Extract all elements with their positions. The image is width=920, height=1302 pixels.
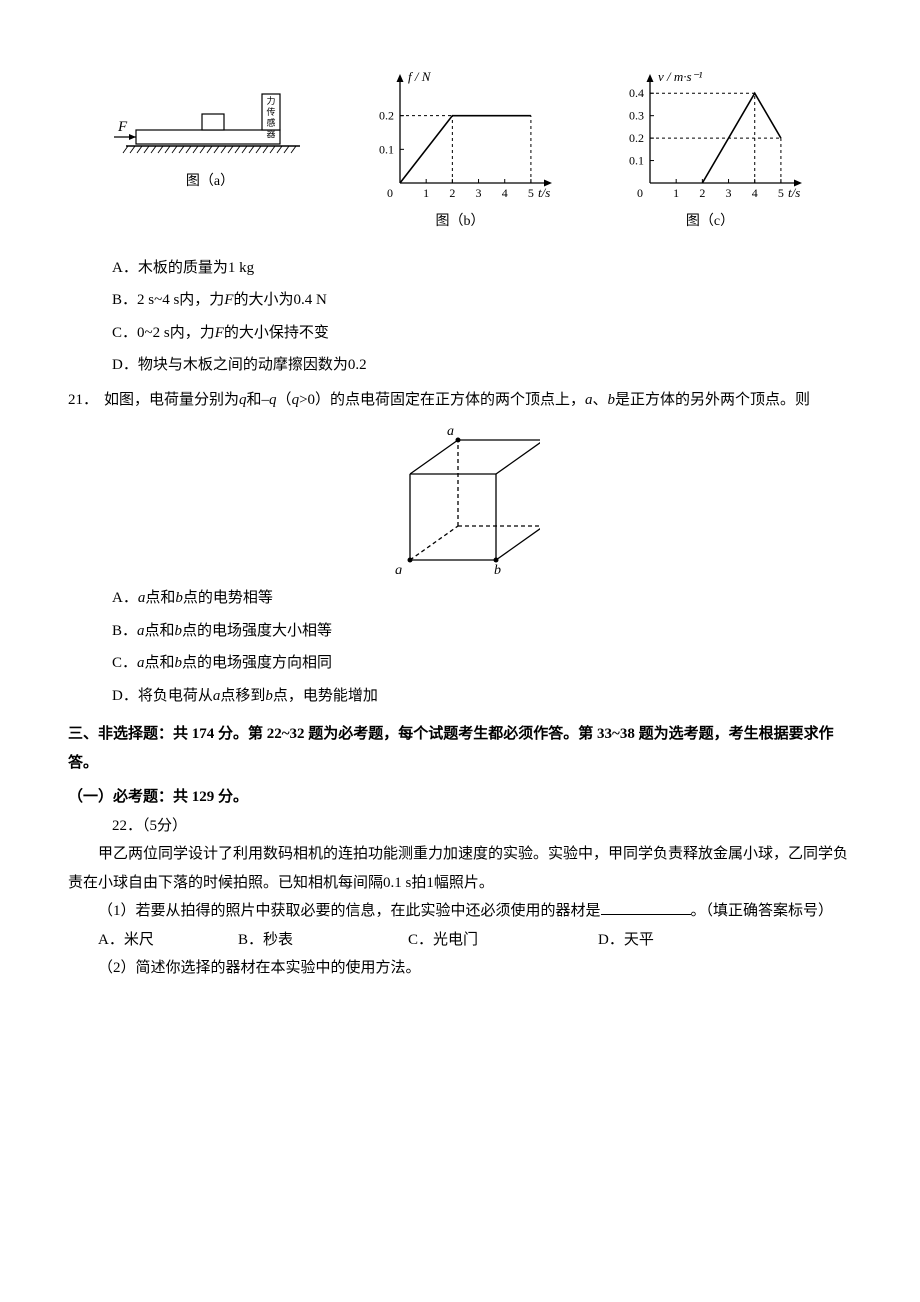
q20-opt-a: A．木板的质量为1 kg (112, 254, 852, 283)
svg-text:q: q (395, 563, 402, 574)
svg-text:感: 感 (266, 117, 275, 128)
q22-choice-c: C．光电门 (408, 926, 598, 955)
q22-choice-b: B．秒表 (238, 926, 408, 955)
svg-text:传: 传 (266, 106, 275, 117)
q21-options: A．a点和b点的电势相等 B．a点和b点的电场强度大小相等 C．a点和b点的电场… (68, 584, 852, 710)
q20-opt-b: B．2 s~4 s内，力F的大小为0.4 N (112, 286, 852, 315)
q20-opt-d: D．物块与木板之间的动摩擦因数为0.2 (112, 351, 852, 380)
q22-number-line: 22．（5分） (68, 812, 852, 841)
q22-q1-pre: （1）若要从拍得的照片中获取必要的信息，在此实验中还必须使用的器材是 (98, 903, 601, 919)
svg-text:v / m·s⁻¹: v / m·s⁻¹ (658, 69, 702, 84)
fig-a-caption: 图（a） (186, 169, 234, 196)
figure-b-svg: 0 1 2 3 4 5 0.1 0.2 f / N t/s (360, 60, 560, 205)
fig-b-caption: 图（b） (436, 209, 485, 236)
svg-text:5: 5 (528, 186, 534, 200)
svg-text:F: F (117, 119, 128, 135)
svg-text:f / N: f / N (408, 69, 432, 84)
q21-opt-b: B．a点和b点的电场强度大小相等 (112, 617, 852, 646)
svg-text:t/s: t/s (788, 185, 800, 200)
svg-text:4: 4 (752, 186, 758, 200)
q22-p1: 甲乙两位同学设计了利用数码相机的连拍功能测重力加速度的实验。实验中，甲同学负责释… (68, 840, 852, 897)
svg-text:0: 0 (637, 186, 643, 200)
q21-figure: a–qqb (68, 424, 852, 574)
svg-text:3: 3 (726, 186, 732, 200)
svg-text:0: 0 (387, 186, 393, 200)
q22-choice-d: D．天平 (598, 926, 738, 955)
q22-blank-line: （1）若要从拍得的照片中获取必要的信息，在此实验中还必须使用的器材是 。（填正确答… (68, 897, 852, 926)
fig-c-caption: 图（c） (686, 209, 734, 236)
q21-opt-c: C．a点和b点的电场强度方向相同 (112, 649, 852, 678)
q22-choices: A．米尺 B．秒表 C．光电门 D．天平 (98, 926, 852, 955)
q21-number: 21． (68, 386, 104, 415)
svg-text:1: 1 (673, 186, 679, 200)
svg-text:0.1: 0.1 (379, 142, 394, 156)
figure-c: 0 1 2 3 4 5 0.1 0.2 0.3 0.4 v / m·s⁻¹ t/s 图（c） (610, 60, 810, 236)
svg-text:2: 2 (449, 186, 455, 200)
figure-a-svg: 力传感器 F (110, 60, 310, 165)
svg-text:0.4: 0.4 (629, 86, 644, 100)
svg-text:b: b (494, 563, 501, 574)
figure-row: 力传感器 F 图（a） 0 1 2 3 4 5 0.1 0.2 f / N t/s 图（b） 0 1 2… (68, 60, 852, 236)
svg-text:a: a (447, 424, 454, 439)
q21-body: 如图，电荷量分别为q和–q（q>0）的点电荷固定在正方体的两个顶点上，a、b是正… (104, 386, 852, 415)
svg-text:器: 器 (266, 129, 275, 139)
svg-text:2: 2 (699, 186, 705, 200)
q21: 21． 如图，电荷量分别为q和–q（q>0）的点电荷固定在正方体的两个顶点上，a… (68, 386, 852, 415)
figure-b: 0 1 2 3 4 5 0.1 0.2 f / N t/s 图（b） (360, 60, 560, 236)
q21-opt-d: D．将负电荷从a点移到b点，电势能增加 (112, 682, 852, 711)
svg-text:0.2: 0.2 (629, 131, 644, 145)
q22-choice-a: A．米尺 (98, 926, 238, 955)
q20-options: A．木板的质量为1 kg B．2 s~4 s内，力F的大小为0.4 N C．0~… (68, 254, 852, 380)
svg-text:力: 力 (266, 95, 275, 106)
q21-opt-a: A．a点和b点的电势相等 (112, 584, 852, 613)
section3-subhead: （一）必考题：共 129 分。 (68, 783, 852, 812)
svg-text:4: 4 (502, 186, 508, 200)
svg-text:t/s: t/s (538, 185, 550, 200)
cube-svg: a–qqb (380, 424, 540, 574)
q22-q1-post: 。（填正确答案标号） (691, 903, 834, 919)
figure-a: 力传感器 F 图（a） (110, 60, 310, 236)
svg-text:3: 3 (476, 186, 482, 200)
q22-q2: （2）简述你选择的器材在本实验中的使用方法。 (68, 954, 852, 983)
section3-head: 三、非选择题：共 174 分。第 22~32 题为必考题，每个试题考生都必须作答… (68, 720, 852, 777)
svg-text:5: 5 (778, 186, 784, 200)
figure-c-svg: 0 1 2 3 4 5 0.1 0.2 0.3 0.4 v / m·s⁻¹ t/s (610, 60, 810, 205)
svg-text:0.3: 0.3 (629, 109, 644, 123)
svg-text:0.1: 0.1 (629, 154, 644, 168)
svg-text:0.2: 0.2 (379, 109, 394, 123)
q21-stem: 如图，电荷量分别为q和–q（q>0）的点电荷固定在正方体的两个顶点上，a、b是正… (104, 392, 810, 408)
svg-text:1: 1 (423, 186, 429, 200)
q22-blank[interactable] (601, 899, 691, 915)
q20-opt-c: C．0~2 s内，力F的大小保持不变 (112, 319, 852, 348)
